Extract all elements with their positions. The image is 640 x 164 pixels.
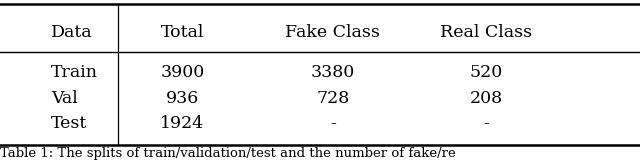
Text: 3900: 3900 (160, 64, 205, 82)
Text: 936: 936 (166, 90, 199, 107)
Text: Train: Train (51, 64, 98, 82)
Text: Table 1: The splits of train/validation/test and the number of fake/re: Table 1: The splits of train/validation/… (0, 147, 456, 160)
Text: Fake Class: Fake Class (285, 24, 380, 41)
Text: 1924: 1924 (160, 115, 205, 132)
Text: -: - (483, 115, 490, 132)
Text: Data: Data (51, 24, 93, 41)
Text: Val: Val (51, 90, 78, 107)
Text: Test: Test (51, 115, 88, 132)
Text: 520: 520 (470, 64, 503, 82)
Text: -: - (330, 115, 336, 132)
Text: 208: 208 (470, 90, 503, 107)
Text: 728: 728 (316, 90, 349, 107)
Text: Total: Total (161, 24, 204, 41)
Text: Real Class: Real Class (440, 24, 532, 41)
Text: 3380: 3380 (310, 64, 355, 82)
